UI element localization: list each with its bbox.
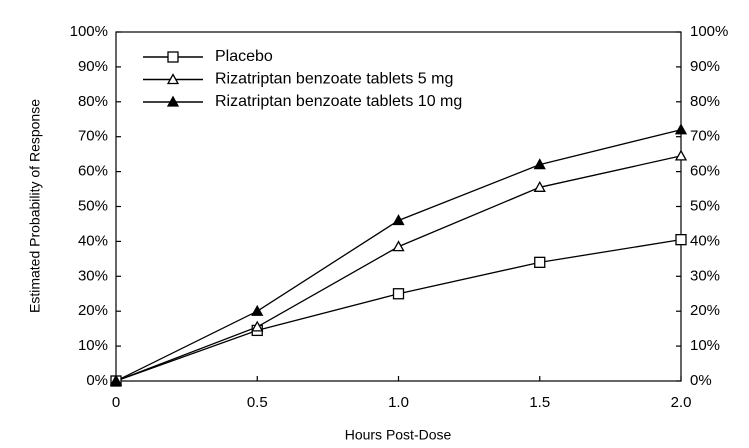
x-tick-label: 2.0 [671,394,692,411]
legend-label: Placebo [215,48,273,65]
y2-tick-label: 70% [690,128,720,145]
y-axis-label: Estimated Probability of Response [27,99,43,313]
y2-tick-label: 30% [690,267,720,284]
y2-tick-label: 90% [690,58,720,75]
y-tick-label: 90% [78,58,108,75]
data-point [392,288,405,300]
legend-marker [166,95,180,107]
data-point [109,374,123,386]
legend-label: Rizatriptan benzoate tablets 5 mg [215,71,453,88]
y-tick-label: 50% [78,197,108,214]
data-point [674,123,688,135]
legend-label: Rizatriptan benzoate tablets 10 mg [215,93,462,110]
y-tick-label: 60% [78,163,108,180]
y2-tick-label: 0% [690,372,712,389]
y2-tick-label: 40% [690,232,720,249]
data-point [675,234,687,246]
y-tick-label: 20% [78,302,108,319]
y2-tick-label: 60% [690,163,720,180]
series-line [115,129,682,382]
x-tick-label: 0.5 [247,394,268,411]
legend-marker [166,73,180,85]
x-tick-label: 1.0 [388,394,409,411]
data-point [251,304,264,316]
y-tick-label: 10% [78,337,108,354]
series-line [115,239,682,382]
y-tick-label: 30% [78,267,108,284]
data-point [534,256,546,268]
y-tick-label: 70% [78,128,108,145]
legend-marker [167,51,179,63]
data-point [392,214,405,226]
data-point [533,158,546,170]
y-tick-label: 80% [78,93,108,110]
data-point [392,240,405,252]
y-tick-label: 100% [70,23,108,40]
y-tick-label: 0% [86,372,108,389]
x-axis-label: Hours Post-Dose [345,427,452,443]
y2-tick-label: 80% [690,93,720,110]
y2-tick-label: 100% [690,23,728,40]
x-tick-label: 0 [112,394,120,411]
y-tick-label: 40% [78,232,108,249]
x-tick-label: 1.5 [529,394,550,411]
y2-tick-label: 20% [690,302,720,319]
data-point [251,320,264,332]
data-point [674,149,688,161]
y2-tick-label: 50% [690,197,720,214]
y2-tick-label: 10% [690,337,720,354]
series-line [115,155,682,382]
data-point [533,180,546,192]
